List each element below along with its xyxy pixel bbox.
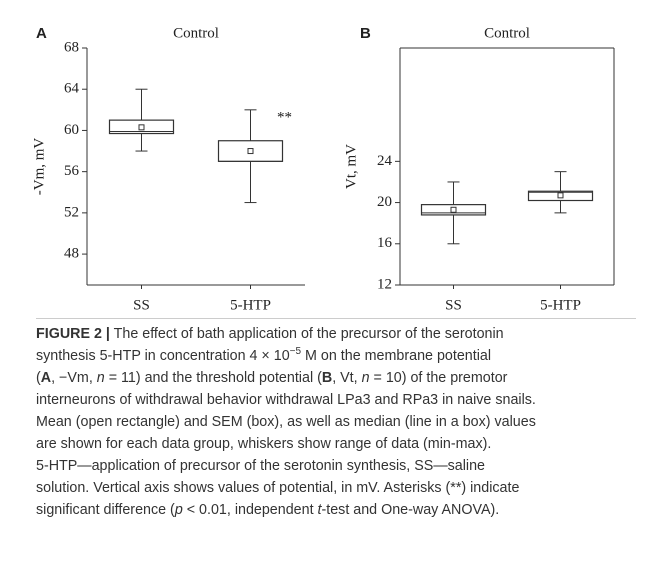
panel-label: A	[36, 25, 47, 42]
y-tick-label: 56	[64, 163, 80, 179]
caption-text: -test and One-way ANOVA).	[321, 502, 500, 518]
caption-italic: t	[317, 502, 322, 518]
caption-bold: A	[40, 370, 52, 386]
caption-italic: n	[361, 370, 370, 386]
caption-line: are shown for each data group, whiskers …	[36, 436, 492, 452]
x-tick-label: 5-HTP	[540, 297, 581, 313]
x-tick-label: 5-HTP	[230, 297, 271, 313]
caption-text: The effect of bath application of the pr…	[109, 326, 504, 342]
y-tick-label: 20	[377, 194, 392, 210]
caption-italic: n	[96, 370, 105, 386]
y-tick-label: 16	[377, 235, 393, 251]
chart-title: Control	[484, 25, 530, 41]
caption-line: 5-HTP—application of precursor of the se…	[36, 458, 485, 474]
y-tick-label: 68	[64, 39, 79, 55]
y-tick-label: 24	[377, 153, 393, 169]
caption-text: , −Vm,	[51, 370, 97, 386]
figure: A Control -Vm, mV 48 52 56 60 64 68 SS 5-HTP ** B Con…	[31, 25, 615, 313]
y-axis-label: Vt, mV	[343, 144, 359, 189]
x-tick-label: SS	[133, 297, 150, 313]
caption-line: (A, −Vm, n = 11) and the threshold poten…	[36, 367, 636, 389]
caption-text: synthesis 5-HTP in concentration 4 × 10	[36, 348, 290, 364]
caption-text: < 0.01, independent	[182, 502, 318, 518]
y-tick-label: 52	[64, 204, 79, 220]
caption-label: FIGURE 2 |	[36, 326, 110, 342]
caption-italic: p	[174, 502, 183, 518]
caption-line: Mean (open rectangle) and SEM (box), as …	[36, 414, 536, 430]
caption-text: = 10) of the premotor	[369, 370, 508, 386]
y-axis-label: -Vm, mV	[31, 138, 47, 196]
caption-text: , Vt,	[332, 370, 362, 386]
caption-text: significant difference (	[36, 502, 175, 518]
caption-text: M on the membrane potential	[301, 348, 491, 364]
caption-text: = 11) and the threshold potential (	[104, 370, 322, 386]
caption-sup: −5	[289, 346, 302, 358]
caption-bold: B	[321, 370, 333, 386]
caption-line: significant difference (p < 0.01, indepe…	[36, 499, 636, 521]
caption: FIGURE 2 | The effect of bath applicatio…	[36, 318, 636, 521]
mean	[557, 192, 564, 199]
mean	[247, 148, 254, 155]
y-tick-label: 60	[64, 122, 79, 138]
caption-line: synthesis 5-HTP in concentration 4 × 10−…	[36, 345, 636, 367]
mean	[138, 124, 145, 131]
y-tick-label: 12	[377, 276, 392, 292]
mean	[450, 206, 457, 213]
y-tick-label: 64	[64, 81, 80, 97]
caption-line: interneurons of withdrawal behavior with…	[36, 392, 536, 408]
caption-text: (	[36, 370, 41, 386]
x-tick-label: SS	[445, 297, 462, 313]
caption-line: solution. Vertical axis shows values of …	[36, 480, 520, 496]
panel-label: B	[360, 25, 371, 42]
annotation: **	[277, 109, 292, 125]
chart-title: Control	[173, 25, 219, 41]
caption-line: FIGURE 2 | The effect of bath applicatio…	[36, 323, 636, 345]
y-tick-label: 48	[64, 246, 79, 262]
